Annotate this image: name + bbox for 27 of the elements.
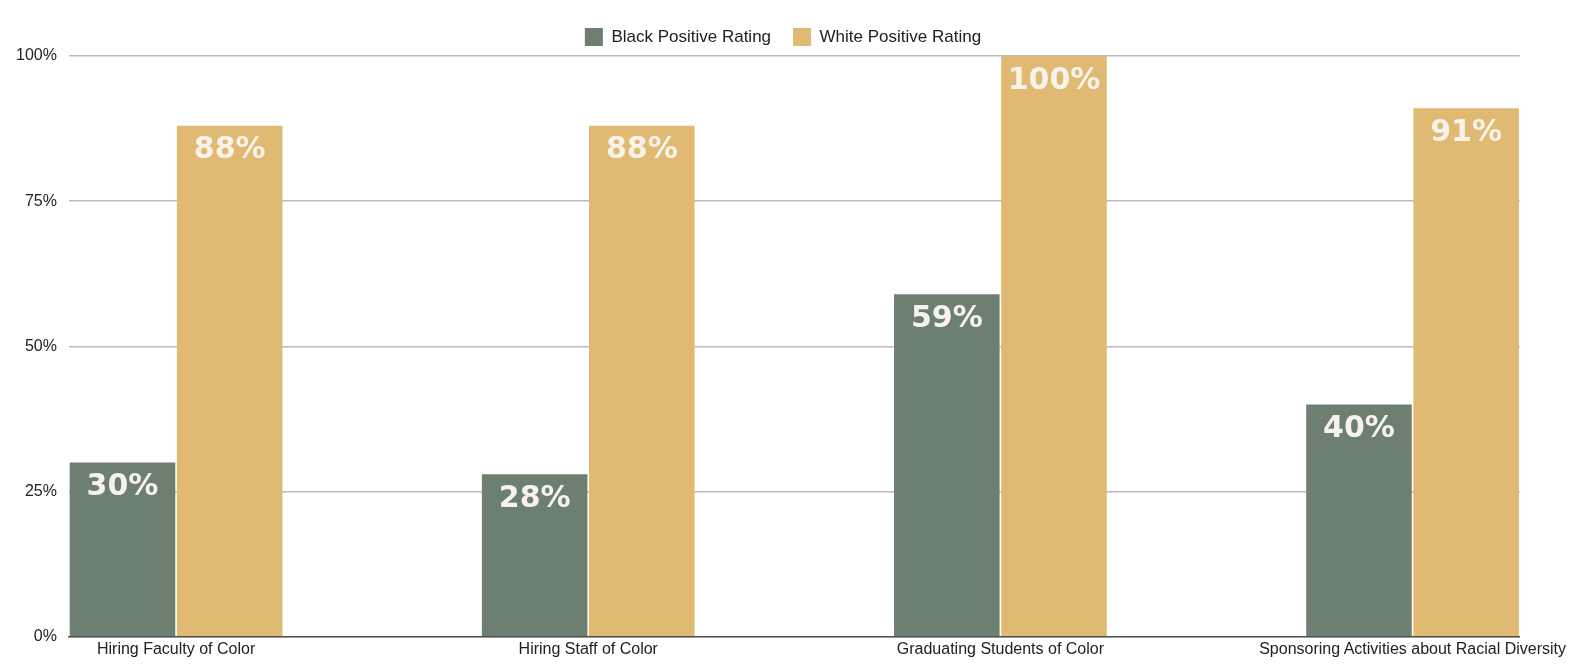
y-tick-label: 25% bbox=[24, 482, 57, 500]
bar bbox=[1413, 108, 1519, 637]
legend-label: Black Positive Rating bbox=[611, 26, 772, 46]
data-label: 30% bbox=[86, 467, 159, 503]
y-tick-label: 0% bbox=[33, 627, 57, 645]
bar bbox=[1001, 56, 1107, 637]
data-label: 59% bbox=[910, 298, 983, 334]
data-label: 88% bbox=[193, 130, 266, 166]
y-tick-label: 50% bbox=[24, 336, 57, 354]
bar bbox=[176, 125, 283, 637]
data-label: 28% bbox=[498, 478, 571, 514]
y-tick-label: 75% bbox=[24, 191, 57, 209]
bar bbox=[481, 474, 588, 637]
bar bbox=[69, 462, 176, 637]
legend-label: White Positive Rating bbox=[819, 26, 982, 46]
x-tick-label: Graduating Students of Color bbox=[896, 639, 1105, 657]
x-tick-label: Hiring Staff of Color bbox=[518, 639, 659, 657]
data-label: 100% bbox=[1007, 60, 1101, 96]
data-label: 88% bbox=[605, 130, 678, 166]
bar bbox=[894, 294, 1000, 637]
bar bbox=[589, 125, 695, 637]
x-tick-label: Hiring Faculty of Color bbox=[96, 639, 256, 657]
y-tick-label: 100% bbox=[16, 46, 57, 64]
bar bbox=[1306, 404, 1412, 637]
data-label: 91% bbox=[1430, 113, 1503, 149]
x-tick-label: Sponsoring Activities about Racial Diversity bbox=[1259, 639, 1566, 657]
data-label: 40% bbox=[1323, 409, 1395, 445]
